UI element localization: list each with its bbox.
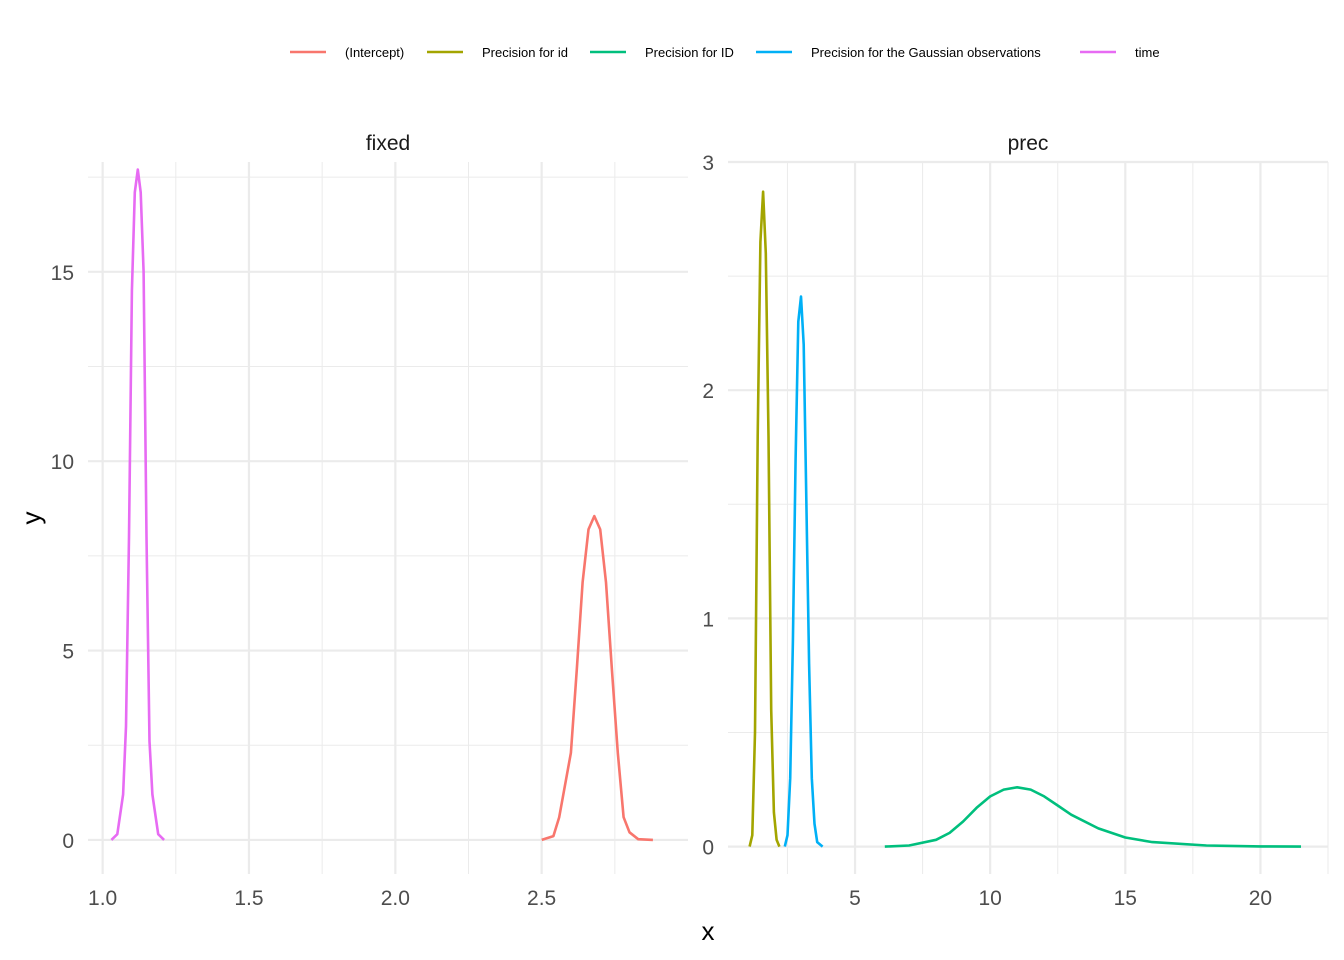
series-line-time [110, 168, 166, 841]
y-tick-label: 2 [702, 380, 714, 403]
series-line-intercept [541, 514, 653, 842]
x-tick-label: 5 [849, 887, 861, 910]
legend: (Intercept) Precision for id Precision for… [290, 45, 1160, 60]
y-axis-title: y [16, 512, 46, 525]
y-tick-label: 3 [702, 152, 714, 175]
x-axis-title: x [702, 916, 715, 946]
series-line-precision-for-id [884, 786, 1302, 848]
y-tick-label: 0 [62, 830, 74, 853]
x-tick-label: 10 [978, 887, 1001, 910]
legend-label-precision-for-the-gaussian-observations: Precision for the Gaussian observations [811, 45, 1041, 60]
x-tick-label: 20 [1249, 887, 1272, 910]
panels: fixed 1.0 1.5 2.0 2.5 0 5 10 15 prec 5 10 15 20 0 1 2 3 [51, 132, 1329, 910]
x-tick-label: 1.5 [234, 887, 263, 910]
x-tick-label: 15 [1114, 887, 1137, 910]
panel-title-fixed: fixed [366, 132, 410, 155]
y-tick-label: 15 [51, 262, 74, 285]
legend-label-precision-for-id: Precision for id [482, 45, 568, 60]
y-tick-label: 0 [702, 837, 714, 860]
series-line-precision-for-id [748, 190, 781, 848]
y-tick-label: 5 [62, 641, 74, 664]
panel-fixed: fixed 1.0 1.5 2.0 2.5 0 5 10 15 [51, 132, 688, 910]
series-line-precision-for-the-gaussian-observations [783, 295, 824, 848]
x-tick-label: 2.0 [381, 887, 410, 910]
panel-title-prec: prec [1008, 132, 1049, 155]
legend-label-precision-for-id: Precision for ID [645, 45, 734, 60]
y-tick-label: 10 [51, 451, 74, 474]
panel-prec: prec 5 10 15 20 0 1 2 3 [702, 132, 1329, 910]
x-tick-label: 2.5 [527, 887, 556, 910]
legend-label-time: time [1135, 45, 1160, 60]
x-tick-label: 1.0 [88, 887, 117, 910]
y-tick-label: 1 [702, 608, 714, 631]
legend-label-intercept: (Intercept) [345, 45, 404, 60]
